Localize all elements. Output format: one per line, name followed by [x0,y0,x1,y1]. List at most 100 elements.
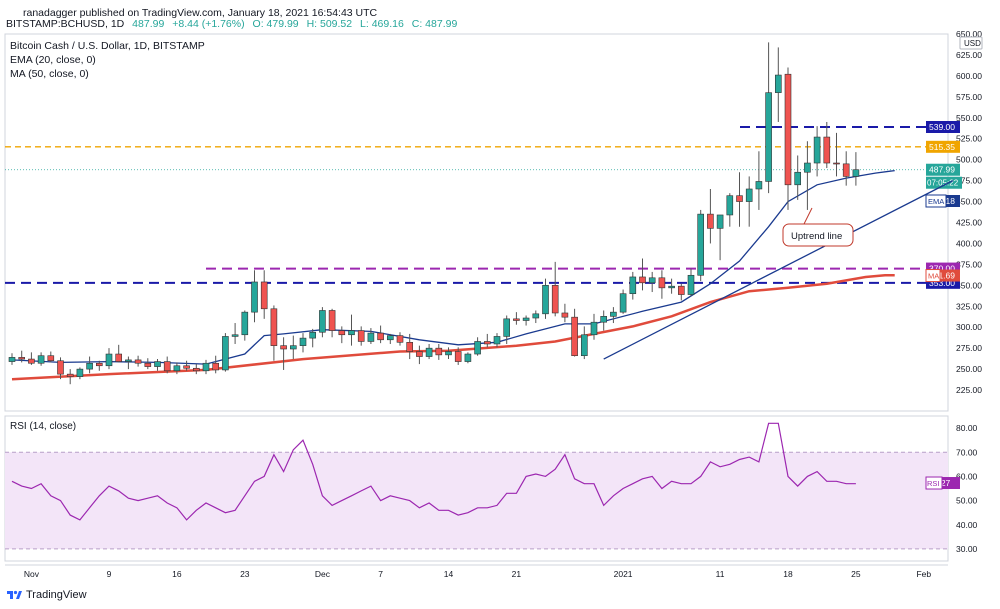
rsi-axis-tick: 70.00 [956,447,978,457]
candle [125,356,132,370]
candle-body [677,285,685,295]
candle [726,193,734,227]
candle [794,155,802,200]
candle-body [716,214,724,229]
candle-body [668,285,675,289]
candle-body [270,308,278,346]
candle-body [513,318,520,321]
price-axis-tick: 475.00 [956,176,982,186]
legend-ma: MA (50, close, 0) [10,68,89,80]
candle [348,314,355,346]
level-label: 353.00 [929,278,955,288]
candle [319,307,326,338]
candle-body [842,163,850,177]
candle-body [367,332,375,342]
candle [367,328,375,344]
candle [745,176,753,227]
ema-tag-box [925,194,947,208]
candle-body [105,353,113,367]
candle-body [425,347,433,357]
footer: TradingView [6,589,87,601]
candle-body [163,361,171,372]
candle [154,359,161,371]
candle [483,333,491,348]
candle-body [794,171,802,186]
candle-body [561,312,569,318]
candle-body [37,355,45,364]
candle [289,335,297,360]
candle-body [639,276,646,284]
candle [416,345,423,365]
candle-body [406,342,414,352]
candle [716,214,724,261]
rsi-axis-tick: 50.00 [956,496,978,506]
candle-body [289,345,297,350]
time-axis-tick: 23 [240,569,250,579]
price-axis-tick: 250.00 [956,364,982,374]
candle [299,333,307,353]
candle-body [580,334,588,357]
symbol-name: BITSTAMP:BCHUSD, 1D [6,18,125,30]
symbol-line: BITSTAMP:BCHUSD, 1D 487.99 +8.44 (+1.76%… [6,18,462,30]
candle [571,308,578,357]
candle-body [483,341,491,345]
legend-title: Bitcoin Cash / U.S. Dollar, 1D, BITSTAMP [10,40,205,52]
close-value: C: 487.99 [411,18,458,30]
candle-body [57,360,64,375]
candle-body [338,330,346,336]
candle-body [784,73,792,186]
candle [183,360,190,371]
rsi-tag-box [925,476,943,490]
annotation-label: Uptrend line [791,231,842,242]
candle-body [86,362,93,370]
candle-body [474,341,481,355]
candle [677,283,685,301]
candle [590,313,598,340]
candle [619,289,627,314]
candle [212,355,219,374]
candle-body [115,353,122,362]
price-axis-tick: 650.00 [956,29,982,39]
candle [707,188,714,244]
candle-body [435,347,443,356]
candle [328,308,336,338]
candle [425,343,433,360]
ma-tag-box [925,269,941,283]
last-price-label: 487.99 [929,165,955,175]
rsi-band [5,452,948,549]
high-value: H: 509.52 [306,18,353,30]
candle [338,326,346,344]
candle [600,310,608,331]
candle [222,333,229,372]
candle [406,333,414,360]
candle-body [464,353,472,362]
level-label: 515.35 [929,142,955,152]
candle [435,343,443,360]
candle-body [813,136,821,164]
candle [173,362,181,375]
candle [658,270,666,299]
candle-body [687,274,695,295]
countdown-label: 07:05:22 [927,179,959,188]
candle-body [551,285,559,314]
candle-body [774,74,782,93]
rsi-axis-tick: 30.00 [956,544,978,554]
candle-body [348,330,355,336]
candle [648,271,656,293]
candle [8,353,16,365]
candle [503,315,511,344]
candle-body [134,359,142,364]
candle-body [280,345,287,350]
candle [551,261,559,317]
candle-body [416,351,423,357]
candle-body [193,367,200,372]
candle [163,356,171,374]
candle [464,352,472,364]
candle [629,271,637,300]
candle-body [522,317,530,321]
candle [736,172,743,227]
candle [47,351,55,363]
candle [697,209,705,282]
candle-body [144,362,152,367]
